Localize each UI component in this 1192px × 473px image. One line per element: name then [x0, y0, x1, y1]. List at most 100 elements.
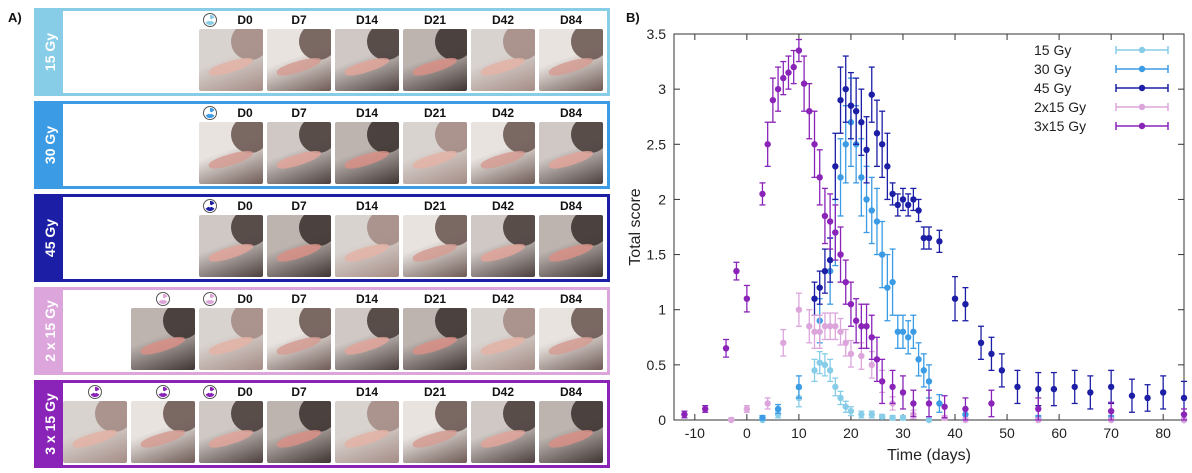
photo-fur — [299, 215, 331, 246]
photo-fur — [503, 401, 535, 432]
data-point — [915, 356, 922, 363]
group-3: 2 x 15 Gy D0 D7 D14 D21 D42 D84 — [34, 287, 610, 375]
photo-fur — [231, 215, 263, 246]
day-label: D84 — [559, 106, 582, 120]
data-point — [925, 416, 933, 424]
photo-paw — [547, 333, 595, 359]
photo-paw — [207, 333, 255, 359]
data-point — [728, 416, 735, 424]
data-point — [1014, 383, 1021, 391]
data-point — [878, 413, 886, 420]
limb-photo — [267, 401, 331, 463]
data-point — [936, 238, 943, 245]
day-label: D21 — [423, 385, 446, 399]
data-point — [1087, 389, 1094, 396]
photo-paw — [479, 426, 527, 452]
radiation-icon — [156, 292, 170, 306]
radiation-icon — [203, 106, 217, 120]
day-label: D21 — [423, 106, 446, 120]
day-label: D7 — [291, 13, 307, 27]
data-point — [842, 85, 849, 93]
radiation-icon — [203, 199, 217, 213]
data-point — [1035, 385, 1042, 393]
limb-photo — [471, 308, 535, 370]
limb-photo — [403, 122, 467, 184]
group-label: 45 Gy — [37, 197, 63, 279]
photo-paw — [479, 54, 527, 80]
data-point — [899, 328, 907, 335]
day-label: D42 — [491, 292, 514, 306]
day-label: D7 — [291, 106, 307, 120]
data-point — [837, 394, 844, 402]
day-label: D14 — [355, 292, 378, 306]
data-point — [873, 130, 881, 137]
data-point — [811, 328, 818, 335]
data-point — [899, 196, 907, 203]
data-point — [1107, 383, 1115, 391]
data-point — [998, 367, 1006, 374]
limb-photo — [403, 29, 467, 91]
photo-fur — [571, 308, 603, 339]
day-label: D7 — [291, 199, 307, 213]
data-point — [722, 345, 730, 352]
group-name: 15 Gy — [42, 32, 59, 72]
data-point — [826, 218, 834, 225]
data-point — [904, 334, 912, 341]
y-tick-label: 2 — [658, 191, 666, 207]
data-point — [847, 102, 855, 109]
x-tick-label: 70 — [1103, 425, 1119, 441]
data-point — [681, 411, 688, 418]
limb-photo — [335, 29, 399, 91]
photo-fur — [435, 122, 467, 153]
photo-paw — [547, 147, 595, 173]
y-tick-label: 0 — [658, 412, 666, 428]
x-tick-label: 0 — [743, 425, 751, 441]
data-point — [800, 80, 808, 87]
data-point — [884, 163, 891, 170]
radiation-icon — [203, 13, 217, 27]
data-point — [795, 306, 803, 313]
photo-fur — [435, 29, 467, 60]
legend-marker — [1138, 46, 1146, 54]
legend-label: 30 Gy — [1034, 61, 1071, 77]
photo-fur — [231, 308, 263, 339]
photo-paw — [479, 147, 527, 173]
data-point — [868, 361, 875, 369]
day-label: D21 — [423, 199, 446, 213]
data-point — [769, 96, 777, 104]
legend-marker — [1138, 65, 1146, 73]
data-point — [863, 196, 870, 203]
data-point — [832, 383, 839, 391]
photo-fur — [231, 401, 263, 432]
x-tick-label: 60 — [1051, 425, 1067, 441]
limb-photo — [199, 29, 263, 91]
group-label: 2 x 15 Gy — [37, 290, 63, 372]
data-point — [759, 190, 766, 198]
photo-paw — [547, 54, 595, 80]
limb-photo — [199, 401, 263, 463]
data-point — [1050, 385, 1058, 393]
limb-photo — [131, 308, 195, 370]
data-point — [988, 400, 995, 407]
photo-paw — [207, 54, 255, 80]
photo-fur — [231, 122, 263, 153]
data-point — [925, 378, 933, 385]
data-point — [925, 234, 933, 242]
data-point — [889, 414, 896, 421]
data-point — [1071, 383, 1078, 391]
x-tick-label: 50 — [999, 425, 1015, 441]
data-point — [826, 256, 834, 264]
limb-photo — [267, 308, 331, 370]
data-point — [936, 400, 943, 407]
photo-paw — [71, 426, 119, 452]
data-point — [816, 328, 823, 335]
data-point — [764, 141, 771, 148]
x-axis-label: Time (days) — [887, 447, 971, 464]
photo-paw — [547, 240, 595, 266]
data-point — [889, 278, 896, 286]
legend-marker — [1138, 84, 1146, 92]
data-point — [878, 378, 886, 385]
data-point — [858, 119, 865, 126]
limb-photo — [131, 401, 195, 463]
data-point — [951, 295, 959, 302]
